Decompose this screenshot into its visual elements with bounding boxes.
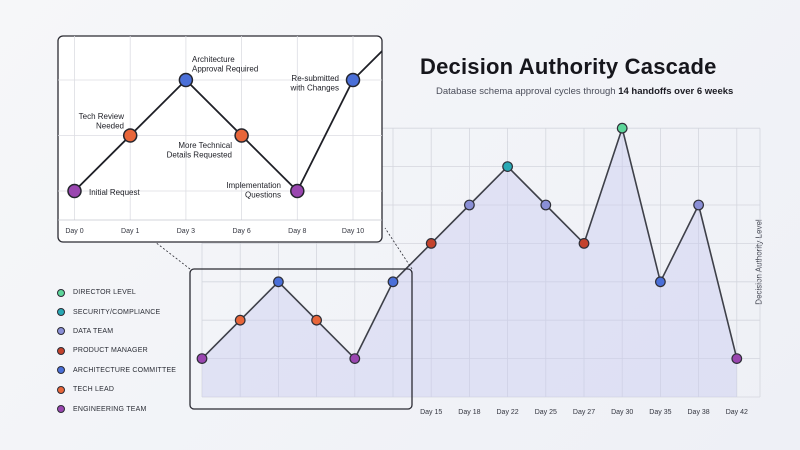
subtitle-highlight: 14 handoffs over 6 weeks: [618, 86, 734, 97]
data-point: [234, 314, 246, 326]
data-point: [502, 161, 514, 173]
legend-swatch: [57, 346, 65, 355]
x-tick-label: Day 35: [649, 409, 671, 416]
data-point: [345, 72, 361, 88]
legend-label: ARCHITECTURE COMMITTEE: [73, 366, 177, 374]
legend-item: PRODUCT MANAGER: [57, 341, 176, 360]
x-tick-label: Day 38: [688, 409, 710, 416]
data-point: [67, 183, 82, 199]
inset-x-ticks: Day 0 Day 1 Day 3 Day 6 Day 8 Day 10: [65, 228, 364, 235]
data-point: [464, 199, 475, 211]
annotation-line: Tech Review: [79, 112, 125, 121]
legend-item: SECURITY/COMPLIANCE: [57, 302, 176, 321]
data-point: [178, 72, 194, 88]
zoom-box: [189, 268, 413, 410]
x-tick-label: Day 8: [288, 228, 306, 235]
legend-label: SECURITY/COMPLIANCE: [73, 308, 161, 316]
legend-label: ENGINEERING TEAM: [73, 405, 147, 413]
x-tick-label: Day 1: [121, 228, 139, 235]
annotation: Implementation Questions: [226, 181, 281, 200]
data-point: [731, 353, 743, 365]
x-tick-label: Day 25: [535, 409, 557, 416]
legend-swatch: [57, 385, 65, 394]
annotation-line: Needed: [96, 122, 124, 131]
annotation: Initial Request: [89, 188, 140, 197]
legend: DIRECTOR LEVEL SECURITY/COMPLIANCE DATA TE…: [57, 283, 176, 419]
x-tick-label: Day 3: [177, 228, 195, 235]
legend-swatch: [57, 405, 65, 414]
data-point: [273, 276, 284, 288]
legend-swatch: [57, 327, 65, 336]
data-point: [578, 237, 590, 249]
legend-item: ENGINEERING TEAM: [57, 399, 176, 418]
legend-label: DATA TEAM: [73, 327, 114, 335]
data-point: [693, 199, 704, 211]
x-tick-label: Day 15: [420, 409, 442, 416]
annotation-line: Implementation: [226, 181, 281, 190]
inset-panel: Day 0 Day 1 Day 3 Day 6 Day 8 Day 10 Initial R…: [57, 35, 383, 243]
legend-label: PRODUCT MANAGER: [73, 347, 148, 355]
annotation-line: Architecture: [192, 55, 235, 64]
data-point: [290, 183, 305, 199]
annotation: Architecture Approval Required: [192, 55, 258, 74]
data-point: [387, 276, 399, 288]
zoom-connector: [136, 227, 191, 270]
annotation: Re-submitted with Changes: [290, 74, 339, 93]
legend-label: TECH LEAD: [73, 386, 115, 394]
main-area: [202, 128, 737, 397]
x-tick-label: Day 0: [65, 228, 83, 235]
chart-subtitle: Database schema approval cycles through …: [436, 86, 756, 97]
x-tick-label: Day 10: [342, 228, 364, 235]
inset-points: [67, 72, 361, 199]
legend-label: DIRECTOR LEVEL: [73, 289, 136, 297]
x-tick-labels: Day 15 Day 18 Day 22 Day 25 Day 27 Day 30 Day …: [420, 409, 748, 416]
annotation-line: Details Requested: [167, 151, 232, 160]
data-point: [425, 237, 437, 249]
legend-item: DIRECTOR LEVEL: [57, 283, 176, 302]
data-point: [655, 276, 666, 288]
data-point: [349, 353, 361, 365]
annotation: Tech Review Needed: [79, 112, 125, 131]
legend-item: TECH LEAD: [57, 380, 176, 399]
legend-swatch: [57, 308, 65, 317]
data-point: [540, 199, 552, 211]
data-point: [311, 314, 323, 326]
inset-annotations: Initial Request Tech Review Needed Architec…: [79, 55, 339, 200]
subtitle-text: Database schema approval cycles through: [436, 86, 619, 97]
zoom-connector: [384, 227, 413, 270]
annotation-line: Approval Required: [192, 65, 258, 74]
legend-swatch: [57, 366, 65, 375]
data-point: [122, 128, 138, 143]
x-tick-label: Day 30: [611, 409, 633, 416]
x-tick-label: Day 18: [458, 409, 480, 416]
x-tick-label: Day 42: [726, 409, 748, 416]
data-point: [196, 353, 208, 365]
main-points: [196, 122, 743, 365]
data-point: [234, 128, 249, 143]
legend-item: DATA TEAM: [57, 322, 176, 341]
annotation-line: Re-submitted: [291, 74, 339, 83]
x-tick-label: Day 27: [573, 409, 595, 416]
annotation-line: Initial Request: [89, 188, 140, 197]
annotation-line: with Changes: [290, 84, 339, 93]
annotation-line: Questions: [245, 191, 281, 200]
annotation: More Technical Details Requested: [167, 141, 233, 160]
chart-title: Decision Authority Cascade: [420, 54, 717, 79]
annotation-line: More Technical: [178, 141, 232, 150]
x-tick-label: Day 22: [497, 409, 519, 416]
legend-item: ARCHITECTURE COMMITTEE: [57, 361, 176, 380]
zoom-indicator: [136, 227, 413, 410]
legend-swatch: [57, 288, 65, 297]
data-point: [616, 122, 628, 134]
series-area: [202, 128, 737, 397]
x-tick-label: Day 6: [232, 228, 250, 235]
